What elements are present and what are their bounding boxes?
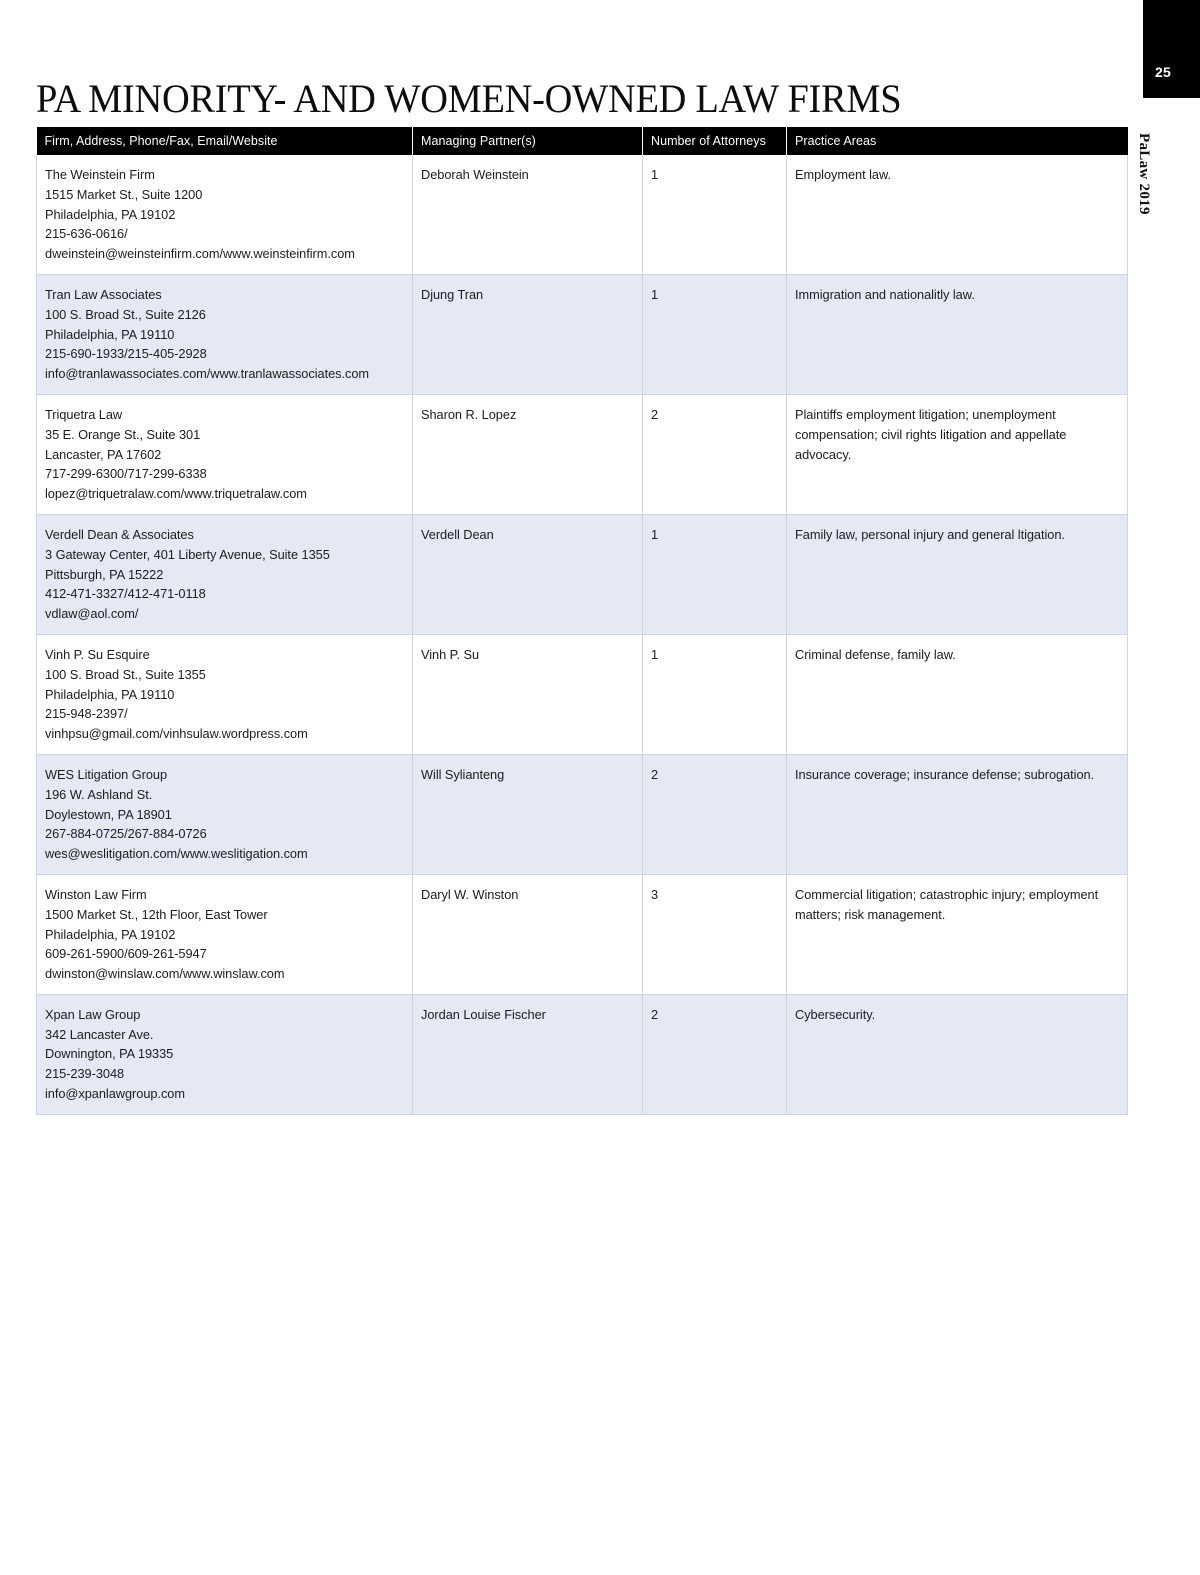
cell-practice-areas: Insurance coverage; insurance defense; s…: [786, 754, 1128, 875]
cell-attorney-count: 1: [642, 155, 787, 275]
cell-managing-partner: Jordan Louise Fischer: [412, 994, 643, 1115]
firm-firm-name: Tran Law Associates: [45, 286, 162, 302]
law-firm-directory-table: Firm, Address, Phone/Fax, Email/Website …: [36, 127, 1128, 1115]
cell-managing-partner: Djung Tran: [412, 274, 643, 395]
firm-address-2: Pittsburgh, PA 15222: [45, 566, 164, 582]
firm-address-2: Philadelphia, PA 19102: [45, 206, 176, 222]
column-header-practice: Practice Areas: [786, 127, 1128, 155]
cell-practice-areas: Plaintiffs employment litigation; unempl…: [786, 394, 1128, 515]
cell-managing-partner: Sharon R. Lopez: [412, 394, 643, 515]
firm-email-website: info@tranlawassociates.com/www.tranlawas…: [45, 366, 370, 382]
cell-firm-details: Xpan Law Group 342 Lancaster Ave. Downingt…: [36, 994, 413, 1115]
running-head: PaLaw 2019: [1136, 133, 1152, 215]
cell-attorney-count: 3: [642, 874, 787, 995]
firm-address-1: 1515 Market St., Suite 1200: [45, 186, 203, 202]
firm-email-website: dweinstein@weinsteinfirm.com/www.weinste…: [45, 246, 355, 262]
firm-firm-name: Winston Law Firm: [45, 886, 147, 902]
firm-email-website: vinhpsu@gmail.com/vinhsulaw.wordpress.co…: [45, 726, 308, 742]
firm-address-2: Philadelphia, PA 19110: [45, 686, 175, 702]
firm-address-2: Lancaster, PA 17602: [45, 446, 162, 462]
firm-phone-fax: 609-261-5900/609-261-5947: [45, 946, 207, 962]
cell-practice-areas: Cybersecurity.: [786, 994, 1128, 1115]
firm-address-2: Philadelphia, PA 19110: [45, 326, 175, 342]
table-header: Firm, Address, Phone/Fax, Email/Website …: [36, 127, 1128, 155]
cell-practice-areas: Immigration and nationalitly law.: [786, 274, 1128, 395]
cell-attorney-count: 1: [642, 634, 787, 755]
cell-attorney-count: 1: [642, 274, 787, 395]
cell-managing-partner: Vinh P. Su: [412, 634, 643, 755]
firm-phone-fax: 717-299-6300/717-299-6338: [45, 466, 207, 482]
firm-phone-fax: 215-690-1933/215-405-2928: [45, 346, 207, 362]
firm-address-1: 100 S. Broad St., Suite 1355: [45, 666, 206, 682]
cell-attorney-count: 2: [642, 754, 787, 875]
firm-address-1: 3 Gateway Center, 401 Liberty Avenue, Su…: [45, 546, 330, 562]
firm-address-1: 100 S. Broad St., Suite 2126: [45, 306, 206, 322]
firm-address-2: Philadelphia, PA 19102: [45, 926, 176, 942]
cell-managing-partner: Daryl W. Winston: [412, 874, 643, 995]
cell-attorney-count: 1: [642, 514, 787, 635]
cell-managing-partner: Deborah Weinstein: [412, 155, 643, 275]
cell-firm-details: Verdell Dean & Associates 3 Gateway Cente…: [36, 514, 413, 635]
cell-firm-details: Vinh P. Su Esquire 100 S. Broad St., Suit…: [36, 634, 413, 755]
firm-phone-fax: 215-636-0616/: [45, 226, 128, 242]
firm-phone-fax: 215-239-3048: [45, 1066, 125, 1082]
table-row: Winston Law Firm 1500 Market St., 12th Fl…: [36, 874, 1128, 995]
page-number: 25: [1155, 64, 1171, 80]
cell-practice-areas: Criminal defense, family law.: [786, 634, 1128, 755]
cell-firm-details: Tran Law Associates 100 S. Broad St., Sui…: [36, 274, 413, 395]
cell-firm-details: The Weinstein Firm 1515 Market St., Suite…: [36, 155, 413, 275]
cell-firm-details: Winston Law Firm 1500 Market St., 12th Fl…: [36, 874, 413, 995]
table-row: WES Litigation Group 196 W. Ashland St. Do…: [36, 754, 1128, 875]
firm-phone-fax: 412-471-3327/412-471-0118: [45, 586, 206, 602]
cell-firm-details: WES Litigation Group 196 W. Ashland St. Do…: [36, 754, 413, 875]
cell-practice-areas: Employment law.: [786, 155, 1128, 275]
table-body: The Weinstein Firm 1515 Market St., Suite…: [36, 155, 1128, 1115]
table-header-row: Firm, Address, Phone/Fax, Email/Website …: [36, 127, 1128, 155]
firm-email-website: info@xpanlawgroup.com: [45, 1086, 185, 1102]
table-row: Vinh P. Su Esquire 100 S. Broad St., Suit…: [36, 634, 1128, 755]
firm-email-website: wes@weslitigation.com/www.weslitigation.…: [45, 846, 308, 862]
cell-managing-partner: Verdell Dean: [412, 514, 643, 635]
column-header-attorneys: Number of Attorneys: [642, 127, 787, 155]
page-title: PA MINORITY- AND WOMEN-OWNED LAW FIRMS: [36, 75, 902, 121]
cell-attorney-count: 2: [642, 394, 787, 515]
cell-managing-partner: Will Sylianteng: [412, 754, 643, 875]
cell-firm-details: Triquetra Law 35 E. Orange St., Suite 301…: [36, 394, 413, 515]
table-row: The Weinstein Firm 1515 Market St., Suite…: [36, 155, 1128, 275]
firm-firm-name: Vinh P. Su Esquire: [45, 646, 150, 662]
cell-attorney-count: 2: [642, 994, 787, 1115]
table-row: Tran Law Associates 100 S. Broad St., Sui…: [36, 274, 1128, 395]
firm-address-1: 35 E. Orange St., Suite 301: [45, 426, 201, 442]
firm-firm-name: Verdell Dean & Associates: [45, 526, 194, 542]
firm-firm-name: WES Litigation Group: [45, 766, 168, 782]
firm-email-website: dwinston@winslaw.com/www.winslaw.com: [45, 966, 285, 982]
page-number-tab: 25: [1143, 0, 1200, 98]
firm-address-1: 342 Lancaster Ave.: [45, 1026, 154, 1042]
cell-practice-areas: Family law, personal injury and general …: [786, 514, 1128, 635]
table-row: Verdell Dean & Associates 3 Gateway Cente…: [36, 514, 1128, 635]
cell-practice-areas: Commercial litigation; catastrophic inju…: [786, 874, 1128, 995]
firm-address-1: 196 W. Ashland St.: [45, 786, 153, 802]
firm-address-2: Downington, PA 19335: [45, 1046, 174, 1062]
firm-address-1: 1500 Market St., 12th Floor, East Tower: [45, 906, 268, 922]
firm-address-2: Doylestown, PA 18901: [45, 806, 172, 822]
firm-firm-name: Xpan Law Group: [45, 1006, 141, 1022]
column-header-firm: Firm, Address, Phone/Fax, Email/Website: [36, 127, 413, 155]
firm-email-website: lopez@triquetralaw.com/www.triquetralaw.…: [45, 486, 307, 502]
column-header-partner: Managing Partner(s): [412, 127, 643, 155]
firm-firm-name: Triquetra Law: [45, 406, 123, 422]
firm-email-website: vdlaw@aol.com/: [45, 606, 139, 622]
firm-firm-name: The Weinstein Firm: [45, 167, 155, 182]
firm-phone-fax: 267-884-0725/267-884-0726: [45, 826, 207, 842]
table-row: Triquetra Law 35 E. Orange St., Suite 301…: [36, 394, 1128, 515]
firm-phone-fax: 215-948-2397/: [45, 706, 128, 722]
table-row: Xpan Law Group 342 Lancaster Ave. Downingt…: [36, 994, 1128, 1115]
